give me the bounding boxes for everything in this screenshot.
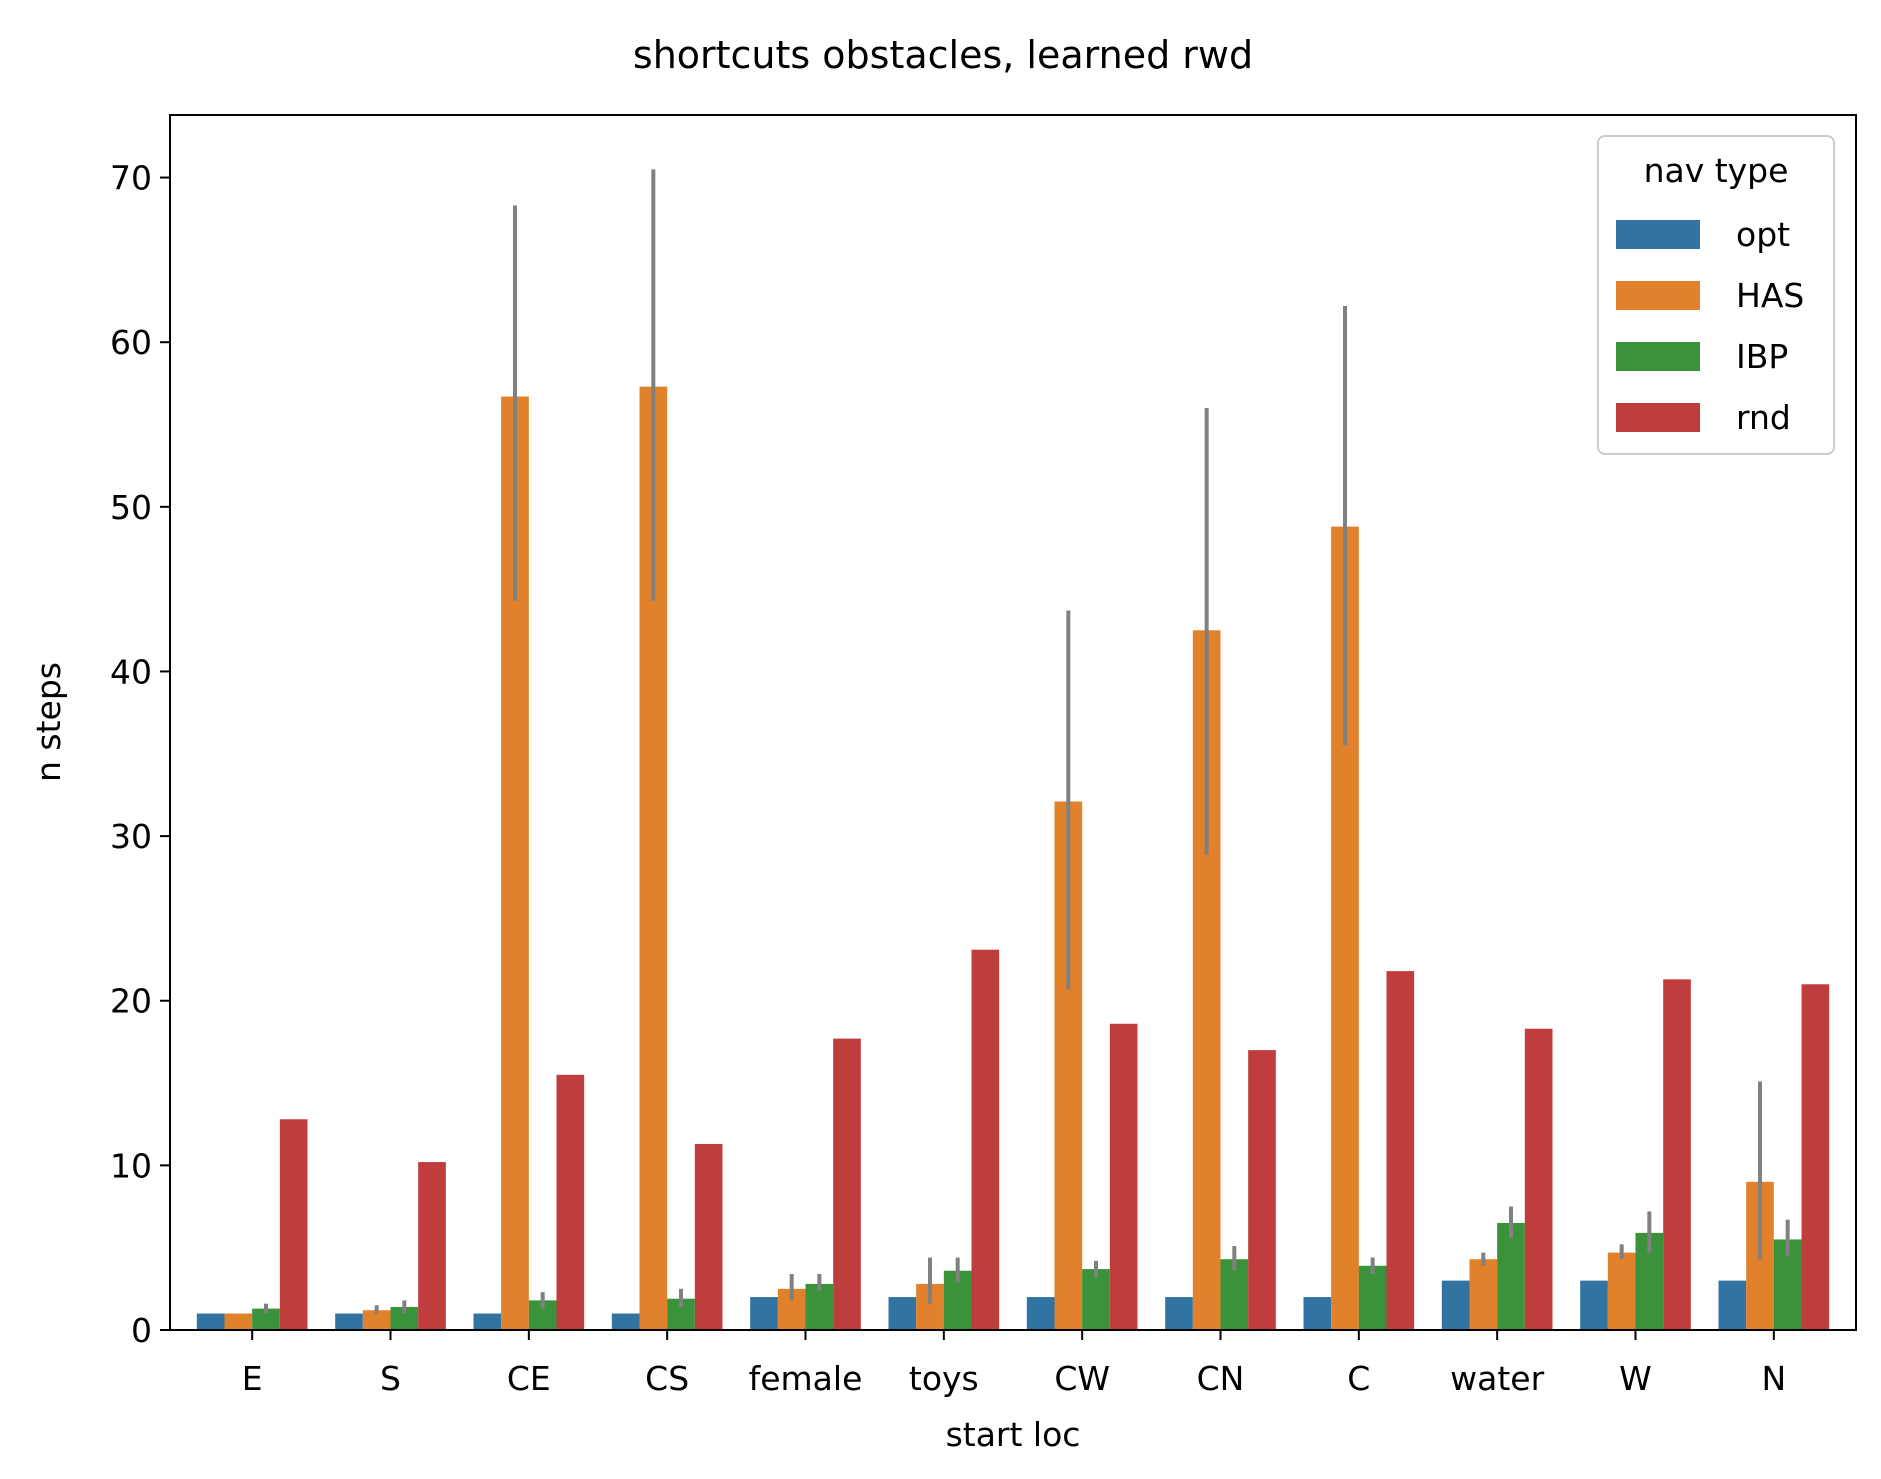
y-axis: 0 10 20 30 40 50 60 70 [110,159,170,1350]
bar-rnd-CW [1109,1023,1138,1330]
legend-label-HAS: HAS [1736,276,1804,315]
x-tick-label: CS [645,1359,689,1398]
bar-IBP-S [390,1306,419,1330]
legend-swatch-rnd [1616,403,1700,432]
bar-opt-S [335,1313,363,1330]
legend-swatch-HAS [1616,281,1700,310]
y-tick-label: 20 [110,982,152,1021]
x-tick-label: C [1347,1359,1370,1398]
bar-opt-CE [473,1313,502,1330]
legend-label-rnd: rnd [1736,398,1791,437]
x-tick-label: E [242,1359,263,1398]
legend-title: nav type [1644,151,1789,190]
bar-opt-C [1303,1297,1332,1330]
bar-HAS-water [1469,1259,1498,1330]
y-tick-label: 10 [110,1146,152,1185]
legend-frame [1597,135,1835,455]
x-tick-label: female [749,1359,863,1398]
bar-rnd-W [1663,979,1691,1330]
bar-opt-CN [1165,1297,1193,1330]
bar-rnd-E [279,1119,308,1330]
error-bars-layer [264,169,1790,1314]
bar-rnd-toys [971,949,1000,1330]
x-tick-label: water [1450,1359,1544,1398]
bar-rnd-N [1801,984,1830,1330]
bar-opt-E [196,1313,225,1330]
bar-rnd-CE [556,1074,585,1330]
bar-opt-toys [888,1297,917,1330]
bar-rnd-CN [1248,1050,1276,1330]
bar-rnd-C [1386,971,1415,1330]
y-tick-label: 50 [110,488,152,527]
bar-rnd-female [833,1038,861,1330]
legend-label-opt: opt [1736,215,1790,254]
y-tick-label: 40 [110,652,152,691]
x-axis-label: start loc [946,1415,1081,1454]
plot-frame [169,114,1857,1331]
bar-opt-female [750,1297,778,1330]
x-tick-label: W [1619,1359,1652,1398]
legend-label-IBP: IBP [1736,337,1788,376]
legend-swatch-opt [1616,220,1700,249]
y-tick-label: 0 [131,1311,152,1350]
x-tick-label: CN [1197,1359,1245,1398]
bar-opt-W [1580,1280,1608,1330]
x-tick-label: CE [507,1359,551,1398]
x-tick-label: toys [909,1359,979,1398]
x-tick-label: N [1761,1359,1786,1398]
y-tick-label: 30 [110,817,152,856]
bar-rnd-CS [694,1143,723,1330]
bar-IBP-CW [1082,1269,1110,1330]
bar-HAS-E [224,1313,253,1330]
bar-IBP-water [1497,1222,1525,1330]
bar-opt-CW [1026,1297,1055,1330]
bar-HAS-S [362,1310,391,1330]
x-tick-label: CW [1054,1359,1110,1398]
y-axis-label: n steps [29,662,68,782]
bars-layer [196,386,1830,1330]
legend: nav type opt HAS IBP rnd [1597,135,1835,455]
bar-rnd-S [418,1162,446,1330]
y-tick-label: 70 [110,159,152,198]
bar-rnd-water [1524,1028,1553,1330]
y-tick-label: 60 [110,323,152,362]
bar-HAS-W [1607,1252,1636,1330]
x-tick-label: S [380,1359,401,1398]
chart-title: shortcuts obstacles, learned rwd [633,33,1253,77]
bar-IBP-CN [1220,1259,1249,1330]
bar-IBP-female [805,1283,834,1330]
bar-IBP-E [252,1308,280,1330]
bar-IBP-C [1358,1265,1387,1330]
bar-opt-water [1441,1280,1470,1330]
bar-opt-N [1718,1280,1747,1330]
bar-opt-CS [611,1313,640,1330]
legend-swatch-IBP [1616,342,1700,371]
